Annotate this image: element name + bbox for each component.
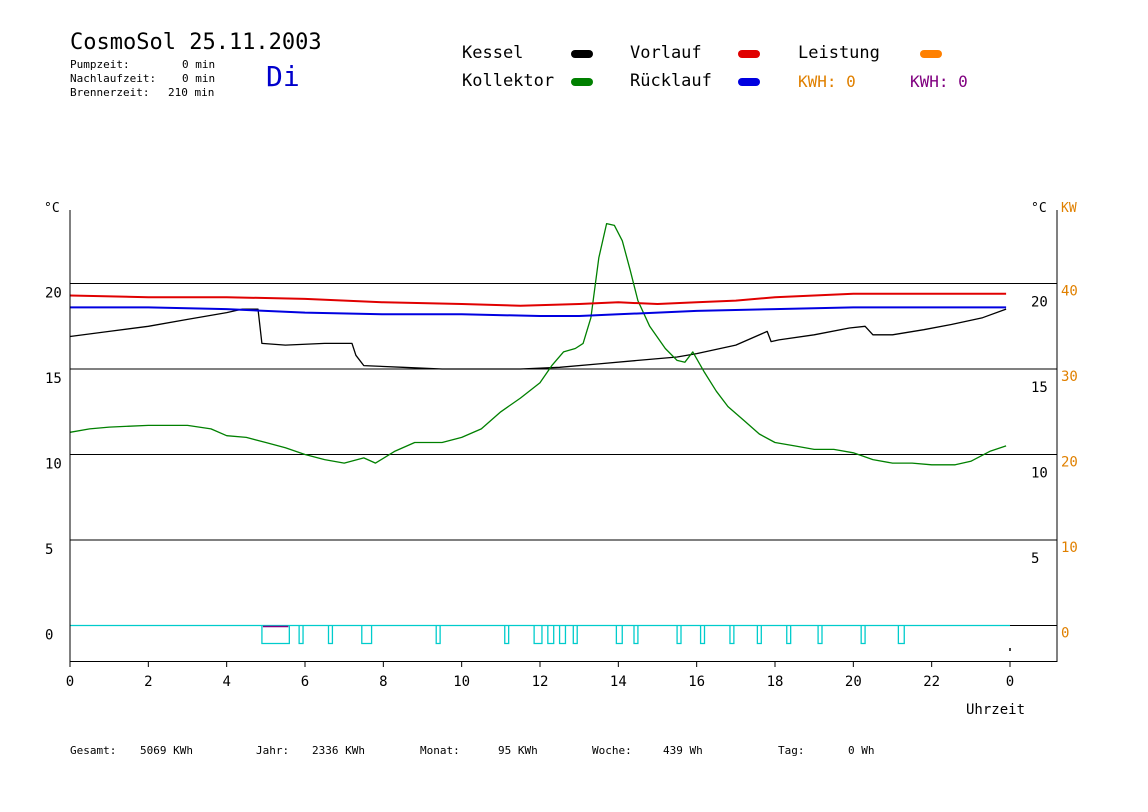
- burner-pulse: [533, 625, 543, 645]
- chart-title: CosmoSol 25.11.2003: [70, 30, 322, 55]
- stat-pumpzeit-value: 0 min: [182, 58, 216, 71]
- footer-woche-label: Woche:: [592, 744, 632, 757]
- x-tick-label: 22: [923, 674, 940, 690]
- footer-monat-value: 95 KWh: [498, 744, 538, 757]
- series-ruecklauf-line: [70, 306, 1007, 317]
- kw-tick-label: 20: [1061, 455, 1078, 471]
- right-tick-label: 10: [1031, 466, 1048, 482]
- legend-kollektor-label: Kollektor: [462, 71, 555, 91]
- kw-unit-label: KW: [1061, 201, 1077, 216]
- footer-monat-label: Monat:: [420, 744, 460, 757]
- burner-pulse: [729, 625, 735, 645]
- left-tick-label: 10: [45, 457, 62, 473]
- stat-pumpzeit-label: Pumpzeit:: [70, 58, 130, 71]
- x-tick-label: 10: [453, 674, 470, 690]
- footer-jahr-value: 2336 KWh: [312, 744, 365, 757]
- burner-pulse: [558, 625, 567, 645]
- kw-tick-label: 0: [1061, 626, 1069, 642]
- burner-pulse: [361, 625, 373, 645]
- burner-pulse: [633, 625, 639, 645]
- x-tick-label: 0: [66, 674, 74, 690]
- footer-gesamt-value: 5069 KWh: [140, 744, 193, 757]
- x-tick-label: 12: [532, 674, 549, 690]
- series-kessel-line: [69, 308, 1007, 370]
- left-tick-label: 15: [45, 371, 62, 387]
- legend-vorlauf-swatch: [738, 50, 760, 58]
- burner-pulse: [261, 625, 290, 645]
- burner-pulse: [756, 625, 762, 645]
- burner-pulse: [699, 625, 706, 645]
- footer-tag-label: Tag:: [778, 744, 805, 757]
- left-tick-label: 5: [45, 542, 53, 558]
- footer-jahr-label: Jahr:: [256, 744, 290, 757]
- burner-pulse: [298, 625, 304, 645]
- footer-tag-value: 0 Wh: [848, 744, 875, 757]
- x-tick-label: 8: [379, 674, 387, 690]
- footer-gesamt-label: Gesamt:: [70, 744, 117, 757]
- x-axis-title: Uhrzeit: [966, 702, 1025, 718]
- burner-pulse: [897, 625, 905, 645]
- x-tick-label: 16: [688, 674, 705, 690]
- burner-pulse: [572, 625, 578, 645]
- burner-pulse: [615, 625, 623, 645]
- x-tick-label: 6: [301, 674, 309, 690]
- right-tick-label: 15: [1031, 380, 1048, 396]
- x-tick-label: 4: [222, 674, 230, 690]
- burner-pulse: [435, 625, 441, 645]
- left-tick-label: 20: [45, 286, 62, 302]
- x-tick-label: 20: [845, 674, 862, 690]
- burner-pulse: [327, 625, 334, 645]
- legend-leistung-label: Leistung: [798, 43, 880, 63]
- x-tick-label: 2: [144, 674, 152, 690]
- left-unit-label: °C: [44, 201, 60, 216]
- burner-pulses: [70, 624, 1057, 645]
- x-tick-label: 18: [767, 674, 784, 690]
- legend-ruecklauf-label: Rücklauf: [630, 71, 712, 91]
- stat-nachlaufzeit-value: 0 min: [182, 72, 216, 85]
- x-tick-label: 14: [610, 674, 627, 690]
- series-lines: [69, 222, 1007, 466]
- burner-pulse: [547, 625, 555, 645]
- burner-pulse: [786, 625, 792, 645]
- kw-tick-label: 30: [1061, 369, 1078, 385]
- kw-tick-label: 40: [1061, 284, 1078, 300]
- legend-kessel-swatch: [571, 50, 593, 58]
- axis-labels: °C °C KW Uhrzeit 20151050201510540302010…: [44, 201, 1078, 718]
- x-tick-label: 0: [1006, 674, 1014, 690]
- right-tick-label: 5: [1031, 551, 1039, 567]
- burner-pulse: [676, 625, 682, 645]
- legend-leistung-swatch: [920, 50, 942, 58]
- legend-kessel-label: Kessel: [462, 43, 524, 63]
- kwh-purple-label: KWH: 0: [910, 72, 968, 91]
- right-unit-label: °C: [1031, 201, 1047, 216]
- axes: [69, 210, 1058, 667]
- burner-pulse: [860, 625, 866, 645]
- legend-vorlauf-label: Vorlauf: [630, 43, 702, 63]
- left-tick-label: 0: [45, 628, 53, 644]
- weekday-label: Di: [266, 60, 300, 93]
- stat-nachlaufzeit-label: Nachlaufzeit:: [70, 72, 157, 85]
- footer-woche-value: 439 Wh: [663, 744, 703, 757]
- gridlines: [70, 283, 1057, 626]
- series-kollektor-line: [69, 222, 1007, 466]
- stat-brennerzeit-value: 210 min: [168, 86, 215, 99]
- legend-kollektor-swatch: [571, 78, 593, 86]
- burner-pulse: [504, 625, 510, 645]
- burner-pulse: [817, 625, 823, 645]
- stat-brennerzeit-label: Brennerzeit:: [70, 86, 150, 99]
- legend-ruecklauf-swatch: [738, 78, 760, 86]
- series-vorlauf-line: [69, 292, 1007, 307]
- kw-tick-label: 10: [1061, 540, 1078, 556]
- right-tick-label: 20: [1031, 295, 1048, 311]
- kwh-orange-label: KWH: 0: [798, 72, 856, 91]
